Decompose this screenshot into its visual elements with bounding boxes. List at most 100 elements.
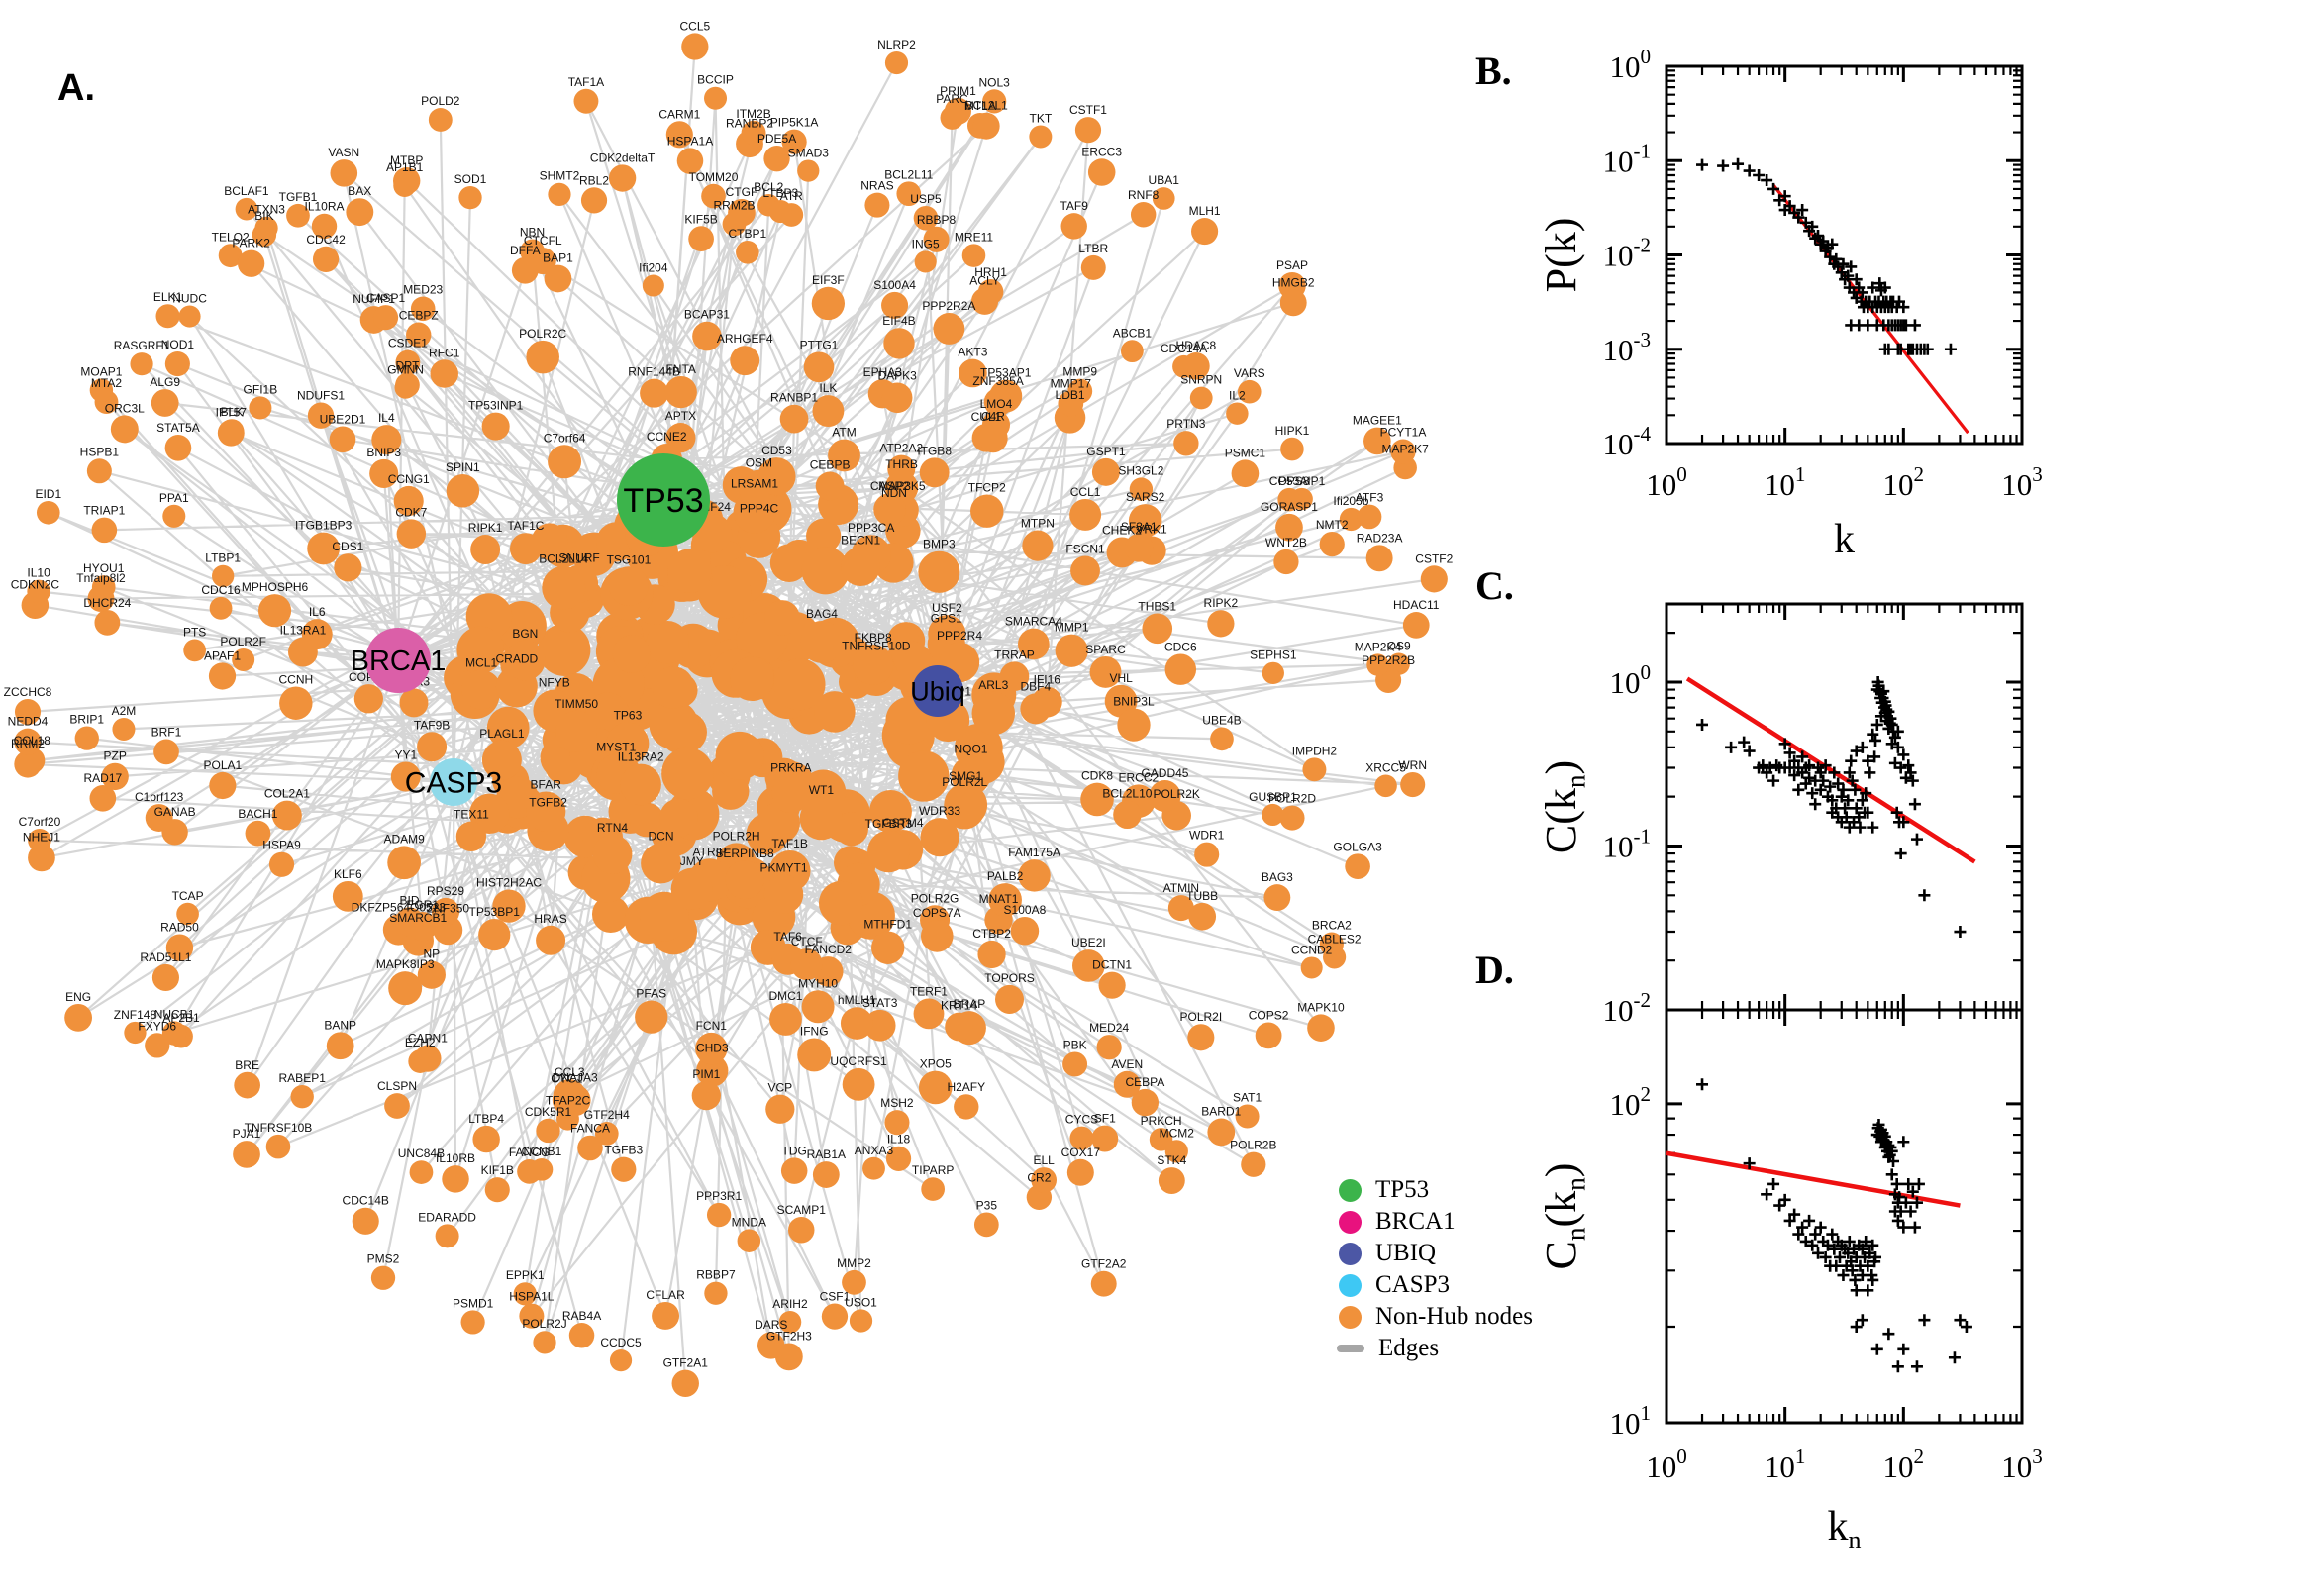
plot-c [1665, 602, 2024, 1012]
node-label: UBE4B [1202, 714, 1241, 728]
node-label: EGR1 [406, 898, 439, 912]
network-node [36, 500, 60, 525]
network-node [736, 241, 759, 264]
node-label: BRIP1 [69, 712, 104, 726]
node-label: GTF2A2 [1081, 1257, 1127, 1271]
node-label: BCL2L14 [539, 552, 588, 566]
node-label: SMARCA4 [1005, 615, 1062, 629]
node-label: WT1 [809, 783, 835, 797]
network-node [1062, 1051, 1088, 1077]
network-node [505, 640, 546, 681]
network-node [800, 621, 844, 663]
node-label: IFNG [800, 1024, 829, 1038]
network-node [970, 494, 1004, 528]
node-label: BCL2L11 [884, 167, 933, 181]
network-node [818, 880, 863, 926]
network-node [896, 181, 922, 207]
node-label: CARM1 [658, 107, 700, 121]
network-node [354, 684, 383, 714]
network-node [469, 793, 510, 835]
network-node [94, 609, 121, 636]
node-label: MPHOSPH6 [242, 580, 309, 594]
node-label: CTBP2 [972, 927, 1011, 941]
node-label: NDUFS1 [297, 388, 345, 402]
network-node [286, 203, 310, 228]
network-node [1124, 533, 1154, 562]
axis-label: P(k) [1537, 218, 1585, 293]
network-node [536, 1118, 560, 1144]
network-node [478, 919, 511, 951]
node-label: ZNF148 [114, 1008, 157, 1022]
network-node [431, 897, 460, 927]
node-label: CDC6 [1164, 640, 1197, 653]
node-label: P35 [976, 1198, 998, 1212]
network-node [252, 222, 277, 248]
node-label: TIMM50 [555, 697, 598, 711]
plot-frame [1665, 64, 2024, 446]
network-node [326, 1032, 354, 1060]
node-label: DPT [395, 359, 420, 373]
network-node [612, 635, 652, 673]
node-label: POLA1 [203, 758, 242, 772]
network-node [1235, 1104, 1260, 1129]
node-label: POLR2G [911, 891, 960, 905]
node-label: BAG3 [1262, 870, 1293, 884]
node-label: TGFB3 [604, 1144, 643, 1157]
node-label: BANP [324, 1018, 356, 1032]
hub-ubiq [912, 665, 963, 717]
network-node [1280, 437, 1304, 461]
node-label: TAF1A [568, 75, 604, 89]
network-node [124, 1021, 147, 1045]
network-node [28, 844, 55, 872]
node-label: DHCR24 [83, 596, 131, 610]
network-node [944, 97, 971, 125]
network-node [257, 594, 292, 628]
network-node [234, 1071, 260, 1099]
node-label: NFYB [539, 676, 570, 690]
node-label: CSF1 [820, 1289, 851, 1303]
network-node [1087, 158, 1116, 186]
node-label: HIST2H2AC [476, 875, 542, 889]
node-label: CTGF [726, 185, 758, 199]
network-node [394, 907, 425, 937]
node-label: LTBP4 [468, 1112, 504, 1126]
node-label: CHD3 [696, 1041, 729, 1054]
node-label: JMY [680, 854, 704, 868]
axis-label: kn [1827, 1504, 1861, 1554]
network-node [921, 1177, 946, 1201]
network-node [642, 274, 664, 297]
node-label: FANCD2 [805, 943, 853, 956]
network-node [387, 846, 421, 880]
tick-label: 102 [1883, 462, 1925, 502]
node-label: COX17 [1061, 1146, 1101, 1159]
node-label: TAF1C [507, 519, 544, 533]
node-label: PRKCH [1141, 1114, 1182, 1128]
network-node [730, 656, 774, 702]
node-label: FAM175A [1008, 846, 1060, 859]
network-node [1226, 402, 1249, 425]
network-node [369, 458, 399, 488]
node-label: BCL2 [754, 180, 783, 194]
node-label: NUDC [172, 292, 207, 306]
hub-tp53-label: TP53 [623, 482, 703, 520]
node-label: ERCC2 [1119, 770, 1160, 784]
node-label: MAPK8IP3 [376, 957, 435, 971]
node-label: HDAC11 [1393, 598, 1440, 612]
network-node [332, 880, 363, 912]
node-label: TCAP [172, 889, 204, 903]
node-label: USF2 [932, 601, 962, 615]
network-node [620, 763, 661, 806]
node-label: ATR [780, 189, 803, 203]
network-node [486, 706, 530, 749]
network-node [881, 291, 909, 319]
node-label: UQCRFS1 [830, 1054, 887, 1068]
node-label: TP63 [614, 709, 643, 723]
node-label: AKT3 [958, 346, 987, 359]
node-label: TGFBR3 [865, 817, 913, 831]
network-node [811, 286, 846, 321]
network-node [1365, 545, 1393, 572]
network-node [1069, 1126, 1094, 1150]
node-label: SEPHS1 [1250, 648, 1297, 662]
node-label: ELL [1033, 1153, 1055, 1167]
network-node [212, 564, 235, 588]
